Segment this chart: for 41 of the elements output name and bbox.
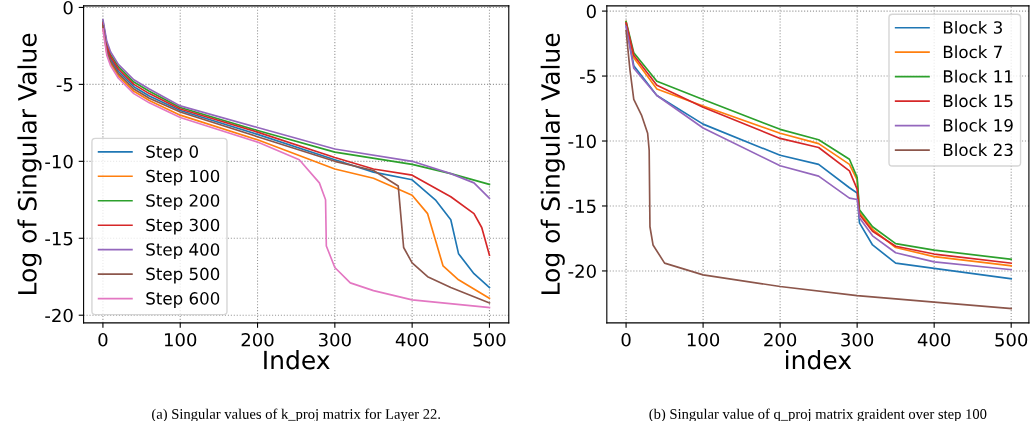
y-tick-label: -20 — [45, 308, 73, 323]
y-tick-label: -10 — [568, 134, 596, 149]
x-tick-label: 300 — [841, 332, 874, 347]
x-axis-title: Index — [264, 350, 330, 370]
x-tick-label: 400 — [395, 332, 429, 347]
y-tick-label: 0 — [63, 0, 73, 15]
y-tick-label: -15 — [45, 231, 73, 246]
text: (b) Singular value of q_proj matrix graident over step 100 — [649, 408, 987, 421]
y-tick-label: -10 — [45, 154, 73, 169]
y-tick-label: 0 — [586, 4, 596, 19]
x-tick-label: 100 — [687, 332, 720, 347]
x-axis-title: index — [786, 350, 852, 370]
legend-label: Block 19 — [943, 118, 1013, 132]
x-tick-label: 200 — [764, 332, 797, 347]
legend-label: Step 600 — [146, 292, 220, 308]
x-tick-label: 300 — [318, 332, 351, 347]
x-tick-label: 100 — [164, 332, 197, 347]
y-axis-title: Log of Singular Value — [17, 33, 42, 295]
y-axis-title: Log of Singular Value — [540, 33, 565, 295]
y-tick-label: -5 — [56, 78, 73, 92]
legend-label: Step 200 — [146, 194, 220, 211]
x-tick-label: 400 — [917, 332, 951, 347]
x-tick-label: 500 — [473, 332, 506, 347]
legend-label: Block 7 — [943, 45, 1002, 59]
x-tick-label: 200 — [241, 332, 274, 347]
y-tick-label: -5 — [579, 69, 596, 84]
x-tick-label: 0 — [98, 332, 108, 347]
x-tick-label: 500 — [995, 332, 1028, 347]
legend-label: Block 15 — [943, 94, 1013, 108]
legend-label: Step 500 — [146, 267, 220, 284]
legend-label: Block 11 — [943, 69, 1013, 83]
legend-label: Step 300 — [146, 218, 220, 235]
y-tick-label: -20 — [568, 264, 596, 279]
legend-label: Block 23 — [943, 143, 1013, 157]
legend-label: Step 0 — [146, 145, 198, 162]
legend-label: Step 400 — [146, 243, 220, 259]
text: (a) Singular values of k_proj matrix for Layer 22. — [152, 408, 440, 421]
legend-label: Block 3 — [943, 20, 1002, 34]
legend-label: Step 100 — [146, 169, 220, 186]
y-tick-label: -15 — [568, 199, 596, 214]
x-tick-label: 0 — [621, 332, 631, 347]
